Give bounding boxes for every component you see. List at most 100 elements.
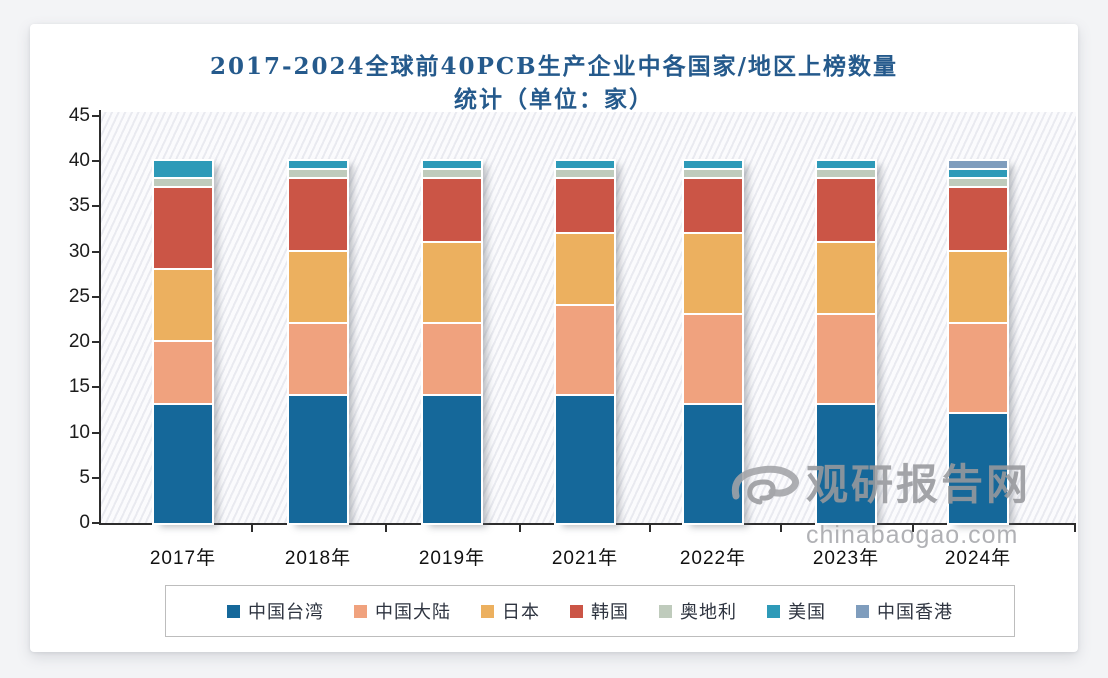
bar-segment-austria — [289, 170, 347, 180]
legend-swatch-austria — [659, 604, 672, 618]
bar-segment-japan — [556, 233, 614, 306]
legend-item-hong-kong-china: 中国香港 — [856, 598, 953, 624]
y-axis-tick-label: 40 — [68, 150, 90, 172]
bar-segment-austria — [949, 179, 1007, 189]
y-axis-tick-mark — [92, 431, 100, 434]
bar-segment-taiwan-china — [289, 396, 347, 523]
chart-title-line1: 2017-2024全球前40PCB生产企业中各国家/地区上榜数量 — [209, 53, 899, 80]
stacked-bar-2017年 — [154, 161, 212, 523]
x-axis-category-label: 2019年 — [418, 548, 486, 569]
bar-segment-austria — [423, 170, 481, 180]
legend-swatch-usa — [767, 604, 780, 618]
bar-segment-taiwan-china — [817, 405, 875, 523]
y-axis-tick-label: 0 — [79, 512, 90, 533]
y-axis-line — [99, 110, 101, 525]
bar-segment-mainland-china — [289, 323, 347, 397]
x-axis-line — [99, 523, 1076, 525]
bar-segment-taiwan-china — [154, 405, 212, 523]
stacked-bar-2021年 — [556, 161, 614, 523]
y-axis-tick-label: 20 — [68, 331, 90, 353]
legend-swatch-hong-kong-china — [856, 604, 869, 618]
y-axis-tick-label: 5 — [79, 466, 90, 488]
legend-swatch-mainland-china — [354, 604, 367, 618]
y-axis-tick-label: 30 — [68, 240, 90, 262]
y-axis-tick-mark — [92, 160, 100, 163]
legend-label-korea: 韩国 — [591, 602, 629, 622]
bar-segment-mainland-china — [817, 314, 875, 406]
chart-title: 2017-2024全球前40PCB生产企业中各国家/地区上榜数量 统计（单位：家… — [30, 50, 1078, 116]
bar-segment-japan — [817, 242, 875, 315]
stacked-bar-2024年 — [949, 161, 1007, 523]
bar-segment-taiwan-china — [949, 414, 1007, 523]
bar-segment-mainland-china — [423, 323, 481, 397]
bar-segment-usa — [949, 170, 1007, 180]
x-axis-tick-mark — [649, 525, 651, 532]
y-axis-tick-mark — [92, 476, 100, 479]
legend-item-taiwan-china: 中国台湾 — [227, 598, 324, 624]
bar-segment-mainland-china — [154, 342, 212, 406]
chart-title-line2: 统计（单位：家） — [454, 86, 654, 113]
bar-segment-japan — [289, 251, 347, 324]
y-axis-tick-mark — [92, 115, 100, 118]
x-axis-category-label: 2021年 — [551, 548, 619, 569]
legend-swatch-japan — [481, 604, 494, 618]
x-axis-tick-mark — [779, 525, 782, 532]
x-axis-tick-mark — [1074, 525, 1076, 532]
bar-segment-austria — [684, 170, 742, 180]
y-axis-tick-mark — [92, 386, 100, 389]
legend-item-korea: 韩国 — [570, 598, 629, 624]
x-axis-tick-mark — [912, 525, 914, 532]
y-axis-tick-mark — [92, 205, 100, 208]
x-axis-category-label: 2024年 — [944, 548, 1012, 569]
stacked-bar-2019年 — [423, 161, 481, 523]
bar-segment-austria — [154, 179, 212, 189]
x-axis-tick-mark — [385, 525, 387, 532]
bar-segment-japan — [154, 269, 212, 343]
x-axis-category-label: 2018年 — [284, 548, 352, 569]
bar-segment-hong-kong-china — [949, 161, 1007, 171]
bar-segment-taiwan-china — [684, 405, 742, 523]
y-axis-tick-label: 35 — [68, 195, 90, 217]
y-axis-tick-mark — [92, 250, 100, 253]
legend-swatch-korea — [570, 604, 583, 618]
bar-segment-usa — [817, 161, 875, 171]
bar-segment-korea — [289, 179, 347, 252]
bar-segment-usa — [289, 161, 347, 171]
x-axis-category-label: 2017年 — [149, 548, 217, 569]
y-axis-tick-mark — [92, 341, 100, 344]
bar-segment-japan — [684, 233, 742, 315]
bar-segment-usa — [423, 161, 481, 171]
x-axis-category-label: 2022年 — [679, 548, 747, 569]
stacked-bar-2023年 — [817, 161, 875, 523]
bar-segment-mainland-china — [556, 305, 614, 397]
bar-segment-mainland-china — [949, 323, 1007, 415]
legend-label-mainland-china: 中国大陆 — [375, 602, 451, 622]
chart-card: 2017-2024全球前40PCB生产企业中各国家/地区上榜数量 统计（单位：家… — [30, 24, 1078, 652]
bar-segment-korea — [817, 179, 875, 243]
bar-segment-korea — [154, 188, 212, 270]
bar-segment-austria — [556, 170, 614, 180]
legend-label-austria: 奥地利 — [680, 602, 737, 622]
bar-segment-taiwan-china — [556, 396, 614, 523]
legend: 中国台湾 中国大陆 日本 韩国 奥地利 美国 中国香港 — [165, 585, 1015, 637]
bar-segment-korea — [684, 179, 742, 234]
bar-segment-korea — [423, 179, 481, 243]
stacked-bar-2018年 — [289, 161, 347, 523]
legend-item-mainland-china: 中国大陆 — [354, 598, 451, 624]
legend-label-hong-kong-china: 中国香港 — [877, 602, 953, 622]
y-axis-tick-mark — [92, 522, 100, 524]
y-axis-tick-label: 10 — [68, 421, 90, 443]
bar-segment-japan — [423, 242, 481, 324]
legend-label-usa: 美国 — [788, 602, 826, 622]
y-axis-tick-label: 15 — [68, 376, 90, 398]
legend-item-japan: 日本 — [481, 598, 540, 624]
stacked-bar-2022年 — [684, 161, 742, 523]
legend-swatch-taiwan-china — [227, 604, 240, 618]
y-axis-tick-mark — [92, 295, 100, 298]
x-axis-tick-mark — [250, 525, 253, 532]
x-axis-category-label: 2023年 — [812, 548, 880, 569]
bar-segment-usa — [684, 161, 742, 171]
legend-item-usa: 美国 — [767, 598, 826, 624]
legend-item-austria: 奥地利 — [659, 598, 737, 624]
